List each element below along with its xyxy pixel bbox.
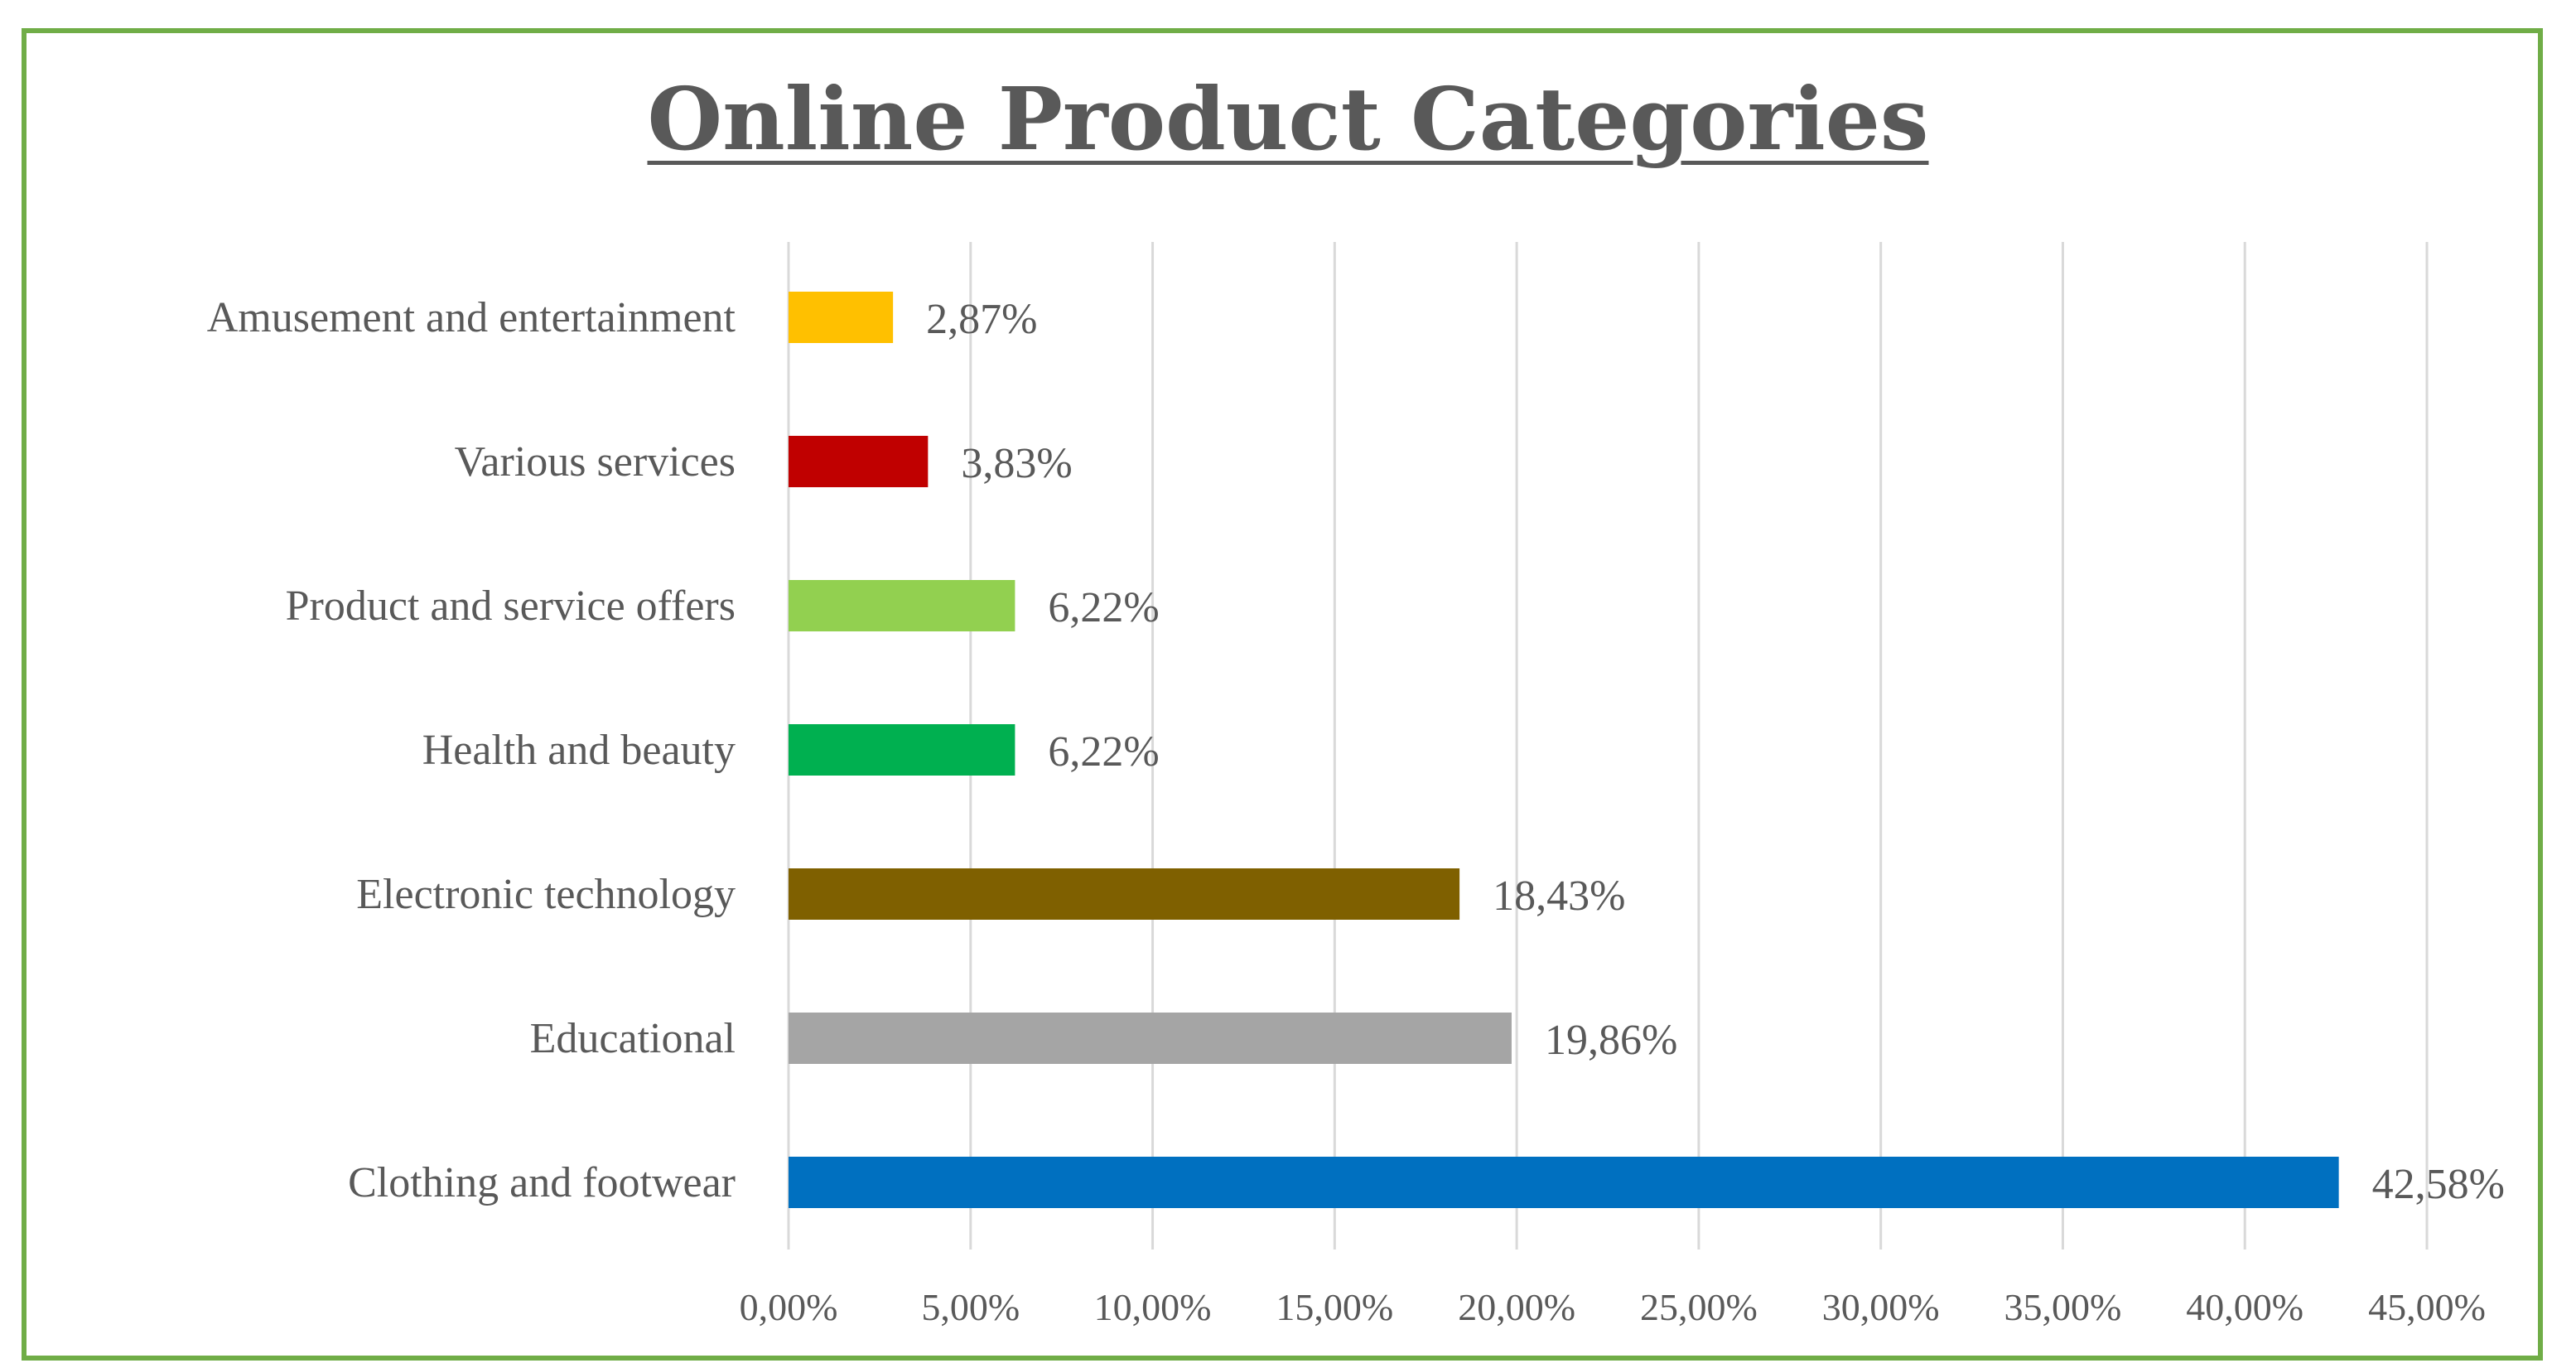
category-label: Electronic technology [356,871,736,918]
chart-title: Online Product Categories [647,68,1929,170]
data-label: 2,87% [926,296,1037,343]
x-tick-label: 15,00% [1276,1286,1393,1328]
category-label: Various services [455,438,736,486]
data-label: 3,83% [961,440,1072,487]
x-tick-label: 35,00% [2004,1286,2122,1328]
bar [789,724,1015,776]
x-tick-label: 10,00% [1094,1286,1212,1328]
data-labels: 42,58% 19,86% 18,43% 6,22% 6,22% 3,83% 2,87% [926,296,2505,1208]
category-label: Product and service offers [286,582,736,630]
bar [789,580,1015,631]
bars [789,292,2339,1208]
x-axis-tick-labels: 0,00% 5,00% 10,00% 15,00% 20,00% 25,00% 30,00%… [740,1286,2486,1328]
data-label: 42,58% [2372,1161,2505,1208]
x-tick-label: 30,00% [1822,1286,1940,1328]
x-tick-label: 45,00% [2368,1286,2486,1328]
category-label: Clothing and footwear [348,1159,736,1206]
bar [789,292,894,343]
x-tick-label: 20,00% [1458,1286,1575,1328]
bar [789,1157,2339,1208]
bar [789,868,1460,920]
category-labels: Clothing and footwear Educational Electron… [207,294,736,1206]
category-label: Health and beauty [422,727,736,774]
chart-frame [22,28,2543,1361]
data-label: 6,22% [1048,584,1159,631]
x-tick-label: 5,00% [921,1286,1020,1328]
data-label: 6,22% [1048,728,1159,776]
gridlines [787,242,2429,1250]
category-label: Educational [530,1015,736,1062]
x-tick-label: 40,00% [2186,1286,2303,1328]
x-tick-label: 0,00% [740,1286,838,1328]
data-label: 18,43% [1493,873,1625,920]
category-label: Amusement and entertainment [207,294,736,341]
data-label: 19,86% [1545,1017,1677,1064]
bar [789,1013,1512,1064]
x-tick-label: 25,00% [1640,1286,1758,1328]
bar [789,436,929,487]
